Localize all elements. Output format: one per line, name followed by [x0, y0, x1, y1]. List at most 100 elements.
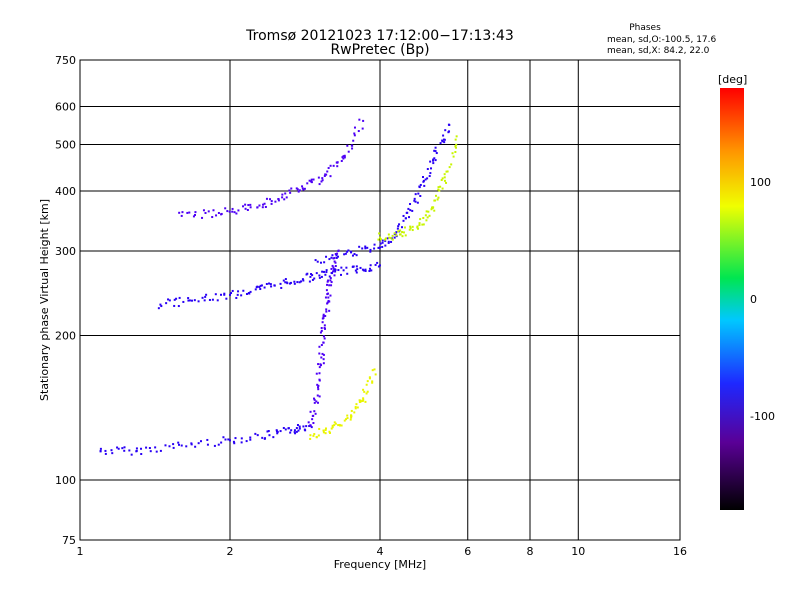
data-point	[328, 431, 331, 434]
data-point	[414, 200, 417, 203]
data-point	[408, 228, 411, 231]
data-point	[329, 277, 332, 280]
data-point	[256, 434, 259, 437]
data-point	[316, 383, 319, 386]
data-point	[260, 284, 263, 287]
data-point	[391, 234, 394, 237]
data-point	[325, 173, 328, 176]
data-point	[401, 235, 404, 238]
data-point	[342, 269, 345, 272]
data-point	[326, 283, 329, 286]
data-point	[110, 449, 113, 452]
data-point	[358, 245, 361, 248]
data-point	[232, 440, 235, 443]
data-point	[418, 185, 421, 188]
data-point	[308, 425, 311, 428]
data-point	[334, 261, 337, 264]
data-point	[256, 285, 259, 288]
data-point	[309, 437, 312, 440]
data-point	[135, 449, 138, 452]
data-point	[333, 256, 336, 259]
data-point	[270, 200, 273, 203]
data-point	[439, 142, 442, 145]
data-point	[258, 204, 261, 207]
data-point	[310, 273, 313, 276]
data-point	[425, 219, 428, 222]
data-point	[357, 130, 360, 133]
data-point	[324, 273, 327, 276]
data-point	[322, 341, 325, 344]
data-point	[298, 425, 301, 428]
data-point	[145, 446, 148, 449]
data-point	[311, 414, 314, 417]
data-point	[434, 199, 437, 202]
data-point	[454, 145, 457, 148]
data-point	[264, 205, 267, 208]
data-point	[303, 428, 306, 431]
data-point	[417, 227, 420, 230]
data-point	[452, 155, 455, 158]
data-point	[329, 294, 332, 297]
data-point	[336, 252, 339, 255]
data-point	[403, 226, 406, 229]
y-tick-label: 750	[55, 54, 76, 67]
data-point	[346, 272, 349, 275]
data-point	[224, 438, 227, 441]
data-point	[314, 259, 317, 262]
data-point	[378, 232, 381, 235]
data-point	[300, 280, 303, 283]
data-point	[429, 160, 432, 163]
data-point	[285, 196, 288, 199]
data-point	[455, 143, 458, 146]
data-point	[450, 163, 453, 166]
data-point	[276, 432, 279, 435]
data-point	[402, 231, 405, 234]
data-point	[172, 443, 175, 446]
data-point	[317, 434, 320, 437]
data-point	[369, 248, 372, 251]
data-point	[369, 264, 372, 267]
data-point	[244, 203, 247, 206]
stats-line-x: mean, sd,X: 84.2, 22.0	[607, 46, 710, 56]
data-point	[224, 207, 227, 210]
data-point	[328, 284, 331, 287]
data-point	[206, 438, 209, 441]
data-point	[434, 146, 437, 149]
data-point	[433, 209, 436, 212]
data-point	[422, 179, 425, 182]
data-point	[237, 290, 240, 293]
data-point	[352, 139, 355, 142]
data-point	[312, 422, 315, 425]
data-point	[358, 399, 361, 402]
data-point	[123, 446, 126, 449]
data-point	[376, 261, 379, 264]
data-point	[424, 178, 427, 181]
data-point	[320, 327, 323, 330]
data-point	[371, 380, 374, 383]
data-point	[324, 429, 327, 432]
data-point	[289, 431, 292, 434]
data-point	[223, 293, 226, 296]
data-point	[301, 185, 304, 188]
data-point	[324, 314, 327, 317]
data-point	[308, 179, 311, 182]
data-point	[325, 255, 328, 258]
data-point	[275, 429, 278, 432]
data-point	[230, 292, 233, 295]
data-point	[387, 241, 390, 244]
data-point	[188, 299, 191, 302]
data-point	[396, 227, 399, 230]
data-point	[261, 206, 264, 209]
data-point	[361, 399, 364, 402]
data-point	[390, 240, 393, 243]
data-point	[247, 292, 250, 295]
data-point	[451, 152, 454, 155]
data-point	[180, 214, 183, 217]
data-point	[293, 282, 296, 285]
data-point	[318, 366, 321, 369]
data-point	[323, 261, 326, 264]
data-point	[306, 182, 309, 185]
data-point	[419, 218, 422, 221]
data-point	[419, 194, 422, 197]
